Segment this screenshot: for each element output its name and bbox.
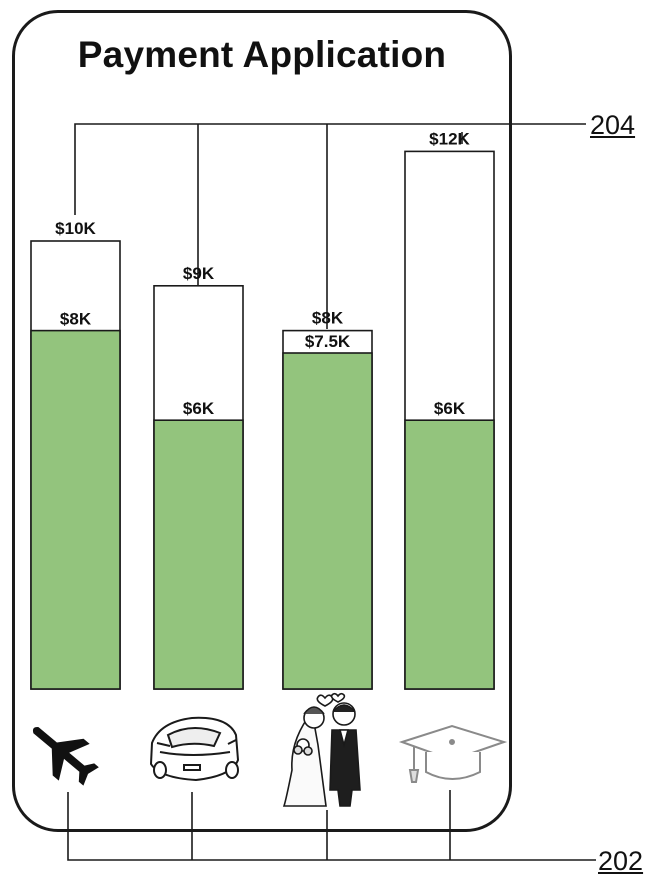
goal-label-wedding: $8K [312, 309, 344, 328]
saved-bar-car [153, 419, 244, 690]
icon-leader-main [67, 792, 596, 861]
saved-label-travel: $8K [60, 310, 92, 329]
bars-group: $10K $8K $9K $6K $8K $7.5K $12K $6K [30, 129, 495, 690]
goal-leader-main [74, 123, 586, 215]
goals-reference-number: 204 [590, 110, 636, 140]
wedding-couple-icon [282, 692, 361, 807]
icons-reference-number: 202 [598, 846, 644, 876]
saved-label-education: $6K [434, 399, 466, 418]
saved-bar-education [404, 419, 495, 690]
goal-label-car: $9K [183, 264, 215, 283]
goal-leader-lines [74, 123, 586, 329]
saved-label-car: $6K [183, 399, 215, 418]
goal-label-travel: $10K [55, 219, 96, 238]
graduation-cap-icon [398, 724, 508, 783]
icon-leader-lines [67, 790, 596, 861]
airplane-icon [32, 727, 99, 786]
sports-car-icon [149, 716, 240, 782]
saved-bar-travel [30, 329, 121, 690]
saved-label-wedding: $7.5K [305, 332, 351, 351]
saved-bar-wedding [282, 352, 373, 690]
goal-label-education: $12K [429, 129, 470, 148]
app-title: Payment Application [77, 34, 447, 75]
